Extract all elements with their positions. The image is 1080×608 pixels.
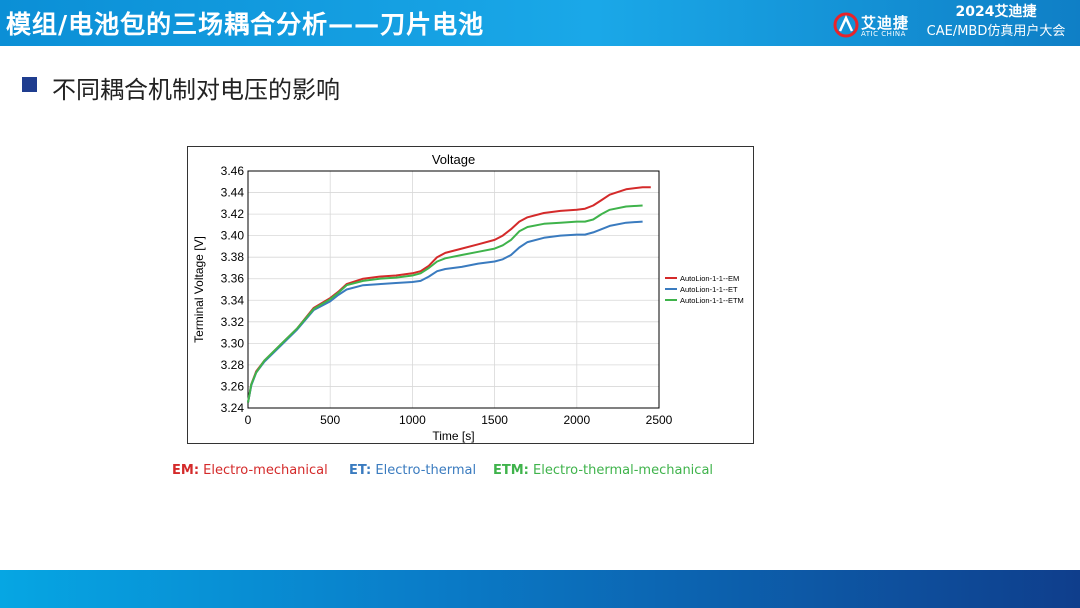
legend-label-et: AutoLion-1-1--ET xyxy=(680,285,738,294)
y-tick-label: 3.46 xyxy=(221,164,245,178)
y-tick-label: 3.24 xyxy=(221,401,245,415)
footer-bar xyxy=(0,570,1080,608)
y-tick-label: 3.44 xyxy=(221,186,245,200)
slide-title: 模组/电池包的三场耦合分析——刀片电池 xyxy=(6,10,485,39)
y-tick-label: 3.32 xyxy=(221,315,245,329)
note-em-text: Electro-mechanical xyxy=(203,463,328,478)
note-etm-abbr: ETM: xyxy=(493,463,529,478)
plot-border xyxy=(247,170,660,409)
x-tick-label: 2500 xyxy=(646,413,673,427)
title-bar: 模组/电池包的三场耦合分析——刀片电池 艾迪捷 ATIC CHINA 2024艾… xyxy=(0,0,1080,46)
y-tick-label: 3.30 xyxy=(221,336,245,350)
logo-subtext: ATIC CHINA xyxy=(861,30,906,38)
y-tick-label: 3.38 xyxy=(221,250,245,264)
y-tick-label: 3.26 xyxy=(221,379,245,393)
series-line-etm xyxy=(247,204,643,403)
note-em-abbr: EM: xyxy=(172,463,200,478)
x-tick-label: 1000 xyxy=(399,413,426,427)
plot-area xyxy=(247,170,660,409)
x-tick-label: 0 xyxy=(245,413,252,427)
note-em: EM: Electro-mechanical xyxy=(172,463,328,478)
logo-text: 艾迪捷 xyxy=(861,14,910,32)
voltage-chart: 0 500 1000 1500 2000 2500 3.24 3.26 3.28 3.30 3.32… xyxy=(187,146,754,444)
conference-name: CAE/MBD仿真用户大会 xyxy=(926,24,1066,39)
note-et: ET: Electro-thermal xyxy=(349,463,476,478)
legend-label-etm: AutoLion-1-1--ETM xyxy=(680,296,744,305)
section-heading-text: 不同耦合机制对电压的影响 xyxy=(52,76,340,104)
company-logo: 艾迪捷 ATIC CHINA xyxy=(833,12,913,38)
voltage-chart-svg: 0 500 1000 1500 2000 2500 3.24 3.26 3.28 3.30 3.32… xyxy=(187,146,754,444)
y-tick-label: 3.40 xyxy=(221,229,245,243)
x-tick-label: 2000 xyxy=(563,413,590,427)
y-tick-label: 3.34 xyxy=(221,293,245,307)
legend-label-em: AutoLion-1-1--EM xyxy=(680,274,739,283)
x-tick-label: 1500 xyxy=(481,413,508,427)
note-et-text: Electro-thermal xyxy=(375,463,477,478)
x-tick-label: 500 xyxy=(320,413,340,427)
note-etm-text: Electro-thermal-mechanical xyxy=(533,463,714,478)
conference-year: 2024艾迪捷 xyxy=(955,4,1037,20)
y-axis-label: Terminal Voltage [V] xyxy=(192,236,206,343)
x-axis-label: Time [s] xyxy=(432,429,474,443)
conference-label: 2024艾迪捷 CAE/MBD仿真用户大会 xyxy=(915,3,1077,41)
y-tick-label: 3.36 xyxy=(221,272,245,286)
note-et-abbr: ET: xyxy=(349,463,372,478)
y-tick-label: 3.42 xyxy=(221,207,245,221)
logo-icon xyxy=(833,12,859,38)
square-bullet-icon xyxy=(22,77,37,92)
note-etm: ETM: Electro-thermal-mechanical xyxy=(493,463,713,478)
chart-title: Voltage xyxy=(432,152,475,167)
y-tick-label: 3.28 xyxy=(221,358,245,372)
